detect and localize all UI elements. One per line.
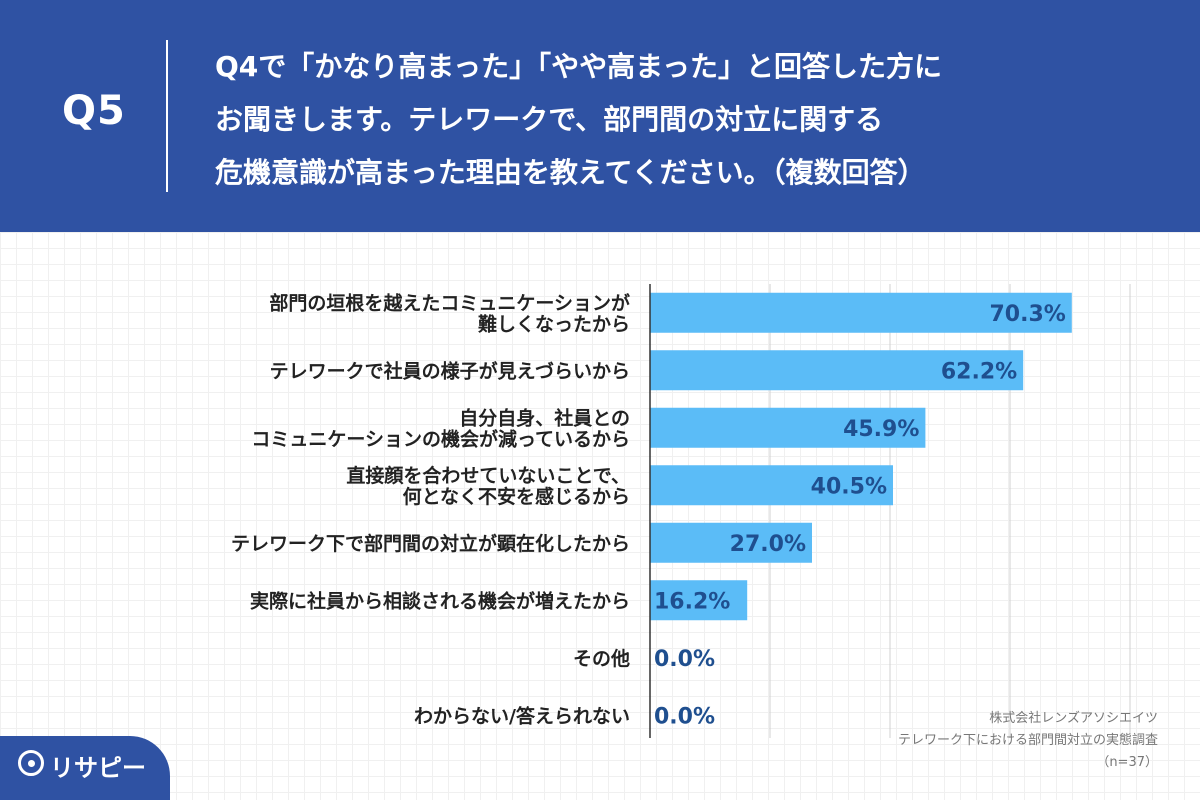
category-label: 自分自身、社員との	[459, 406, 630, 429]
data-label: 0.0%	[654, 647, 715, 672]
bar	[650, 580, 748, 621]
category-label: テレワークで社員の様子が見えづらいから	[270, 359, 630, 382]
category-label: 実際に社員から相談される機会が増えたから	[250, 589, 630, 612]
category-label: 何となく不安を感じるから	[403, 485, 630, 508]
category-label: 直接顔を合わせていないことで、	[346, 464, 630, 487]
source-note: 株式会社レンズアソシエイツ テレワーク下における部門間対立の実態調査 （n=37…	[898, 708, 1158, 774]
category-label: わからない/答えられない	[414, 704, 630, 727]
header-divider	[166, 40, 168, 192]
bar	[650, 465, 893, 506]
question-line-1: Q4で「かなり高まった」「やや高まった」と回答した方に	[215, 50, 943, 83]
bar	[650, 407, 926, 448]
sample-size: （n=37）	[1096, 755, 1158, 770]
data-label: 62.2%	[941, 359, 1017, 384]
bar	[650, 350, 1024, 391]
source-survey: テレワーク下における部門間対立の実態調査	[897, 733, 1158, 748]
logo: リサピー	[50, 754, 146, 782]
data-label: 40.5%	[811, 474, 887, 499]
bar	[650, 522, 812, 563]
category-label: 難しくなったから	[478, 312, 630, 335]
data-label: 16.2%	[654, 589, 730, 614]
question-text: Q4で「かなり高まった」「やや高まった」と回答した方に お聞きします。テレワーク…	[215, 40, 1175, 199]
question-line-3: 危機意識が高まった理由を教えてください。（複数回答）	[215, 156, 926, 189]
data-label: 0.0%	[654, 704, 715, 729]
data-label: 45.9%	[843, 417, 919, 442]
data-label: 27.0%	[730, 532, 806, 557]
chart-panel: 70.3% 部門の垣根を越えたコミュニケーションが 難しくなったから 62.2% テレワ…	[0, 232, 1200, 800]
data-label: 70.3%	[989, 302, 1065, 327]
question-number: Q5	[62, 88, 126, 134]
category-label: その他	[573, 647, 630, 670]
question-line-2: お聞きします。テレワークで、部門間の対立に関する	[215, 103, 884, 136]
category-label: テレワーク下で部門間の対立が顕在化したから	[231, 532, 630, 555]
category-label: コミュニケーションの機会が減っているから	[251, 427, 630, 450]
source-company: 株式会社レンズアソシエイツ	[989, 711, 1158, 726]
bar	[650, 292, 1072, 333]
category-label: 部門の垣根を越えたコミュニケーションが	[269, 291, 630, 314]
logo-pin-icon	[18, 750, 44, 776]
